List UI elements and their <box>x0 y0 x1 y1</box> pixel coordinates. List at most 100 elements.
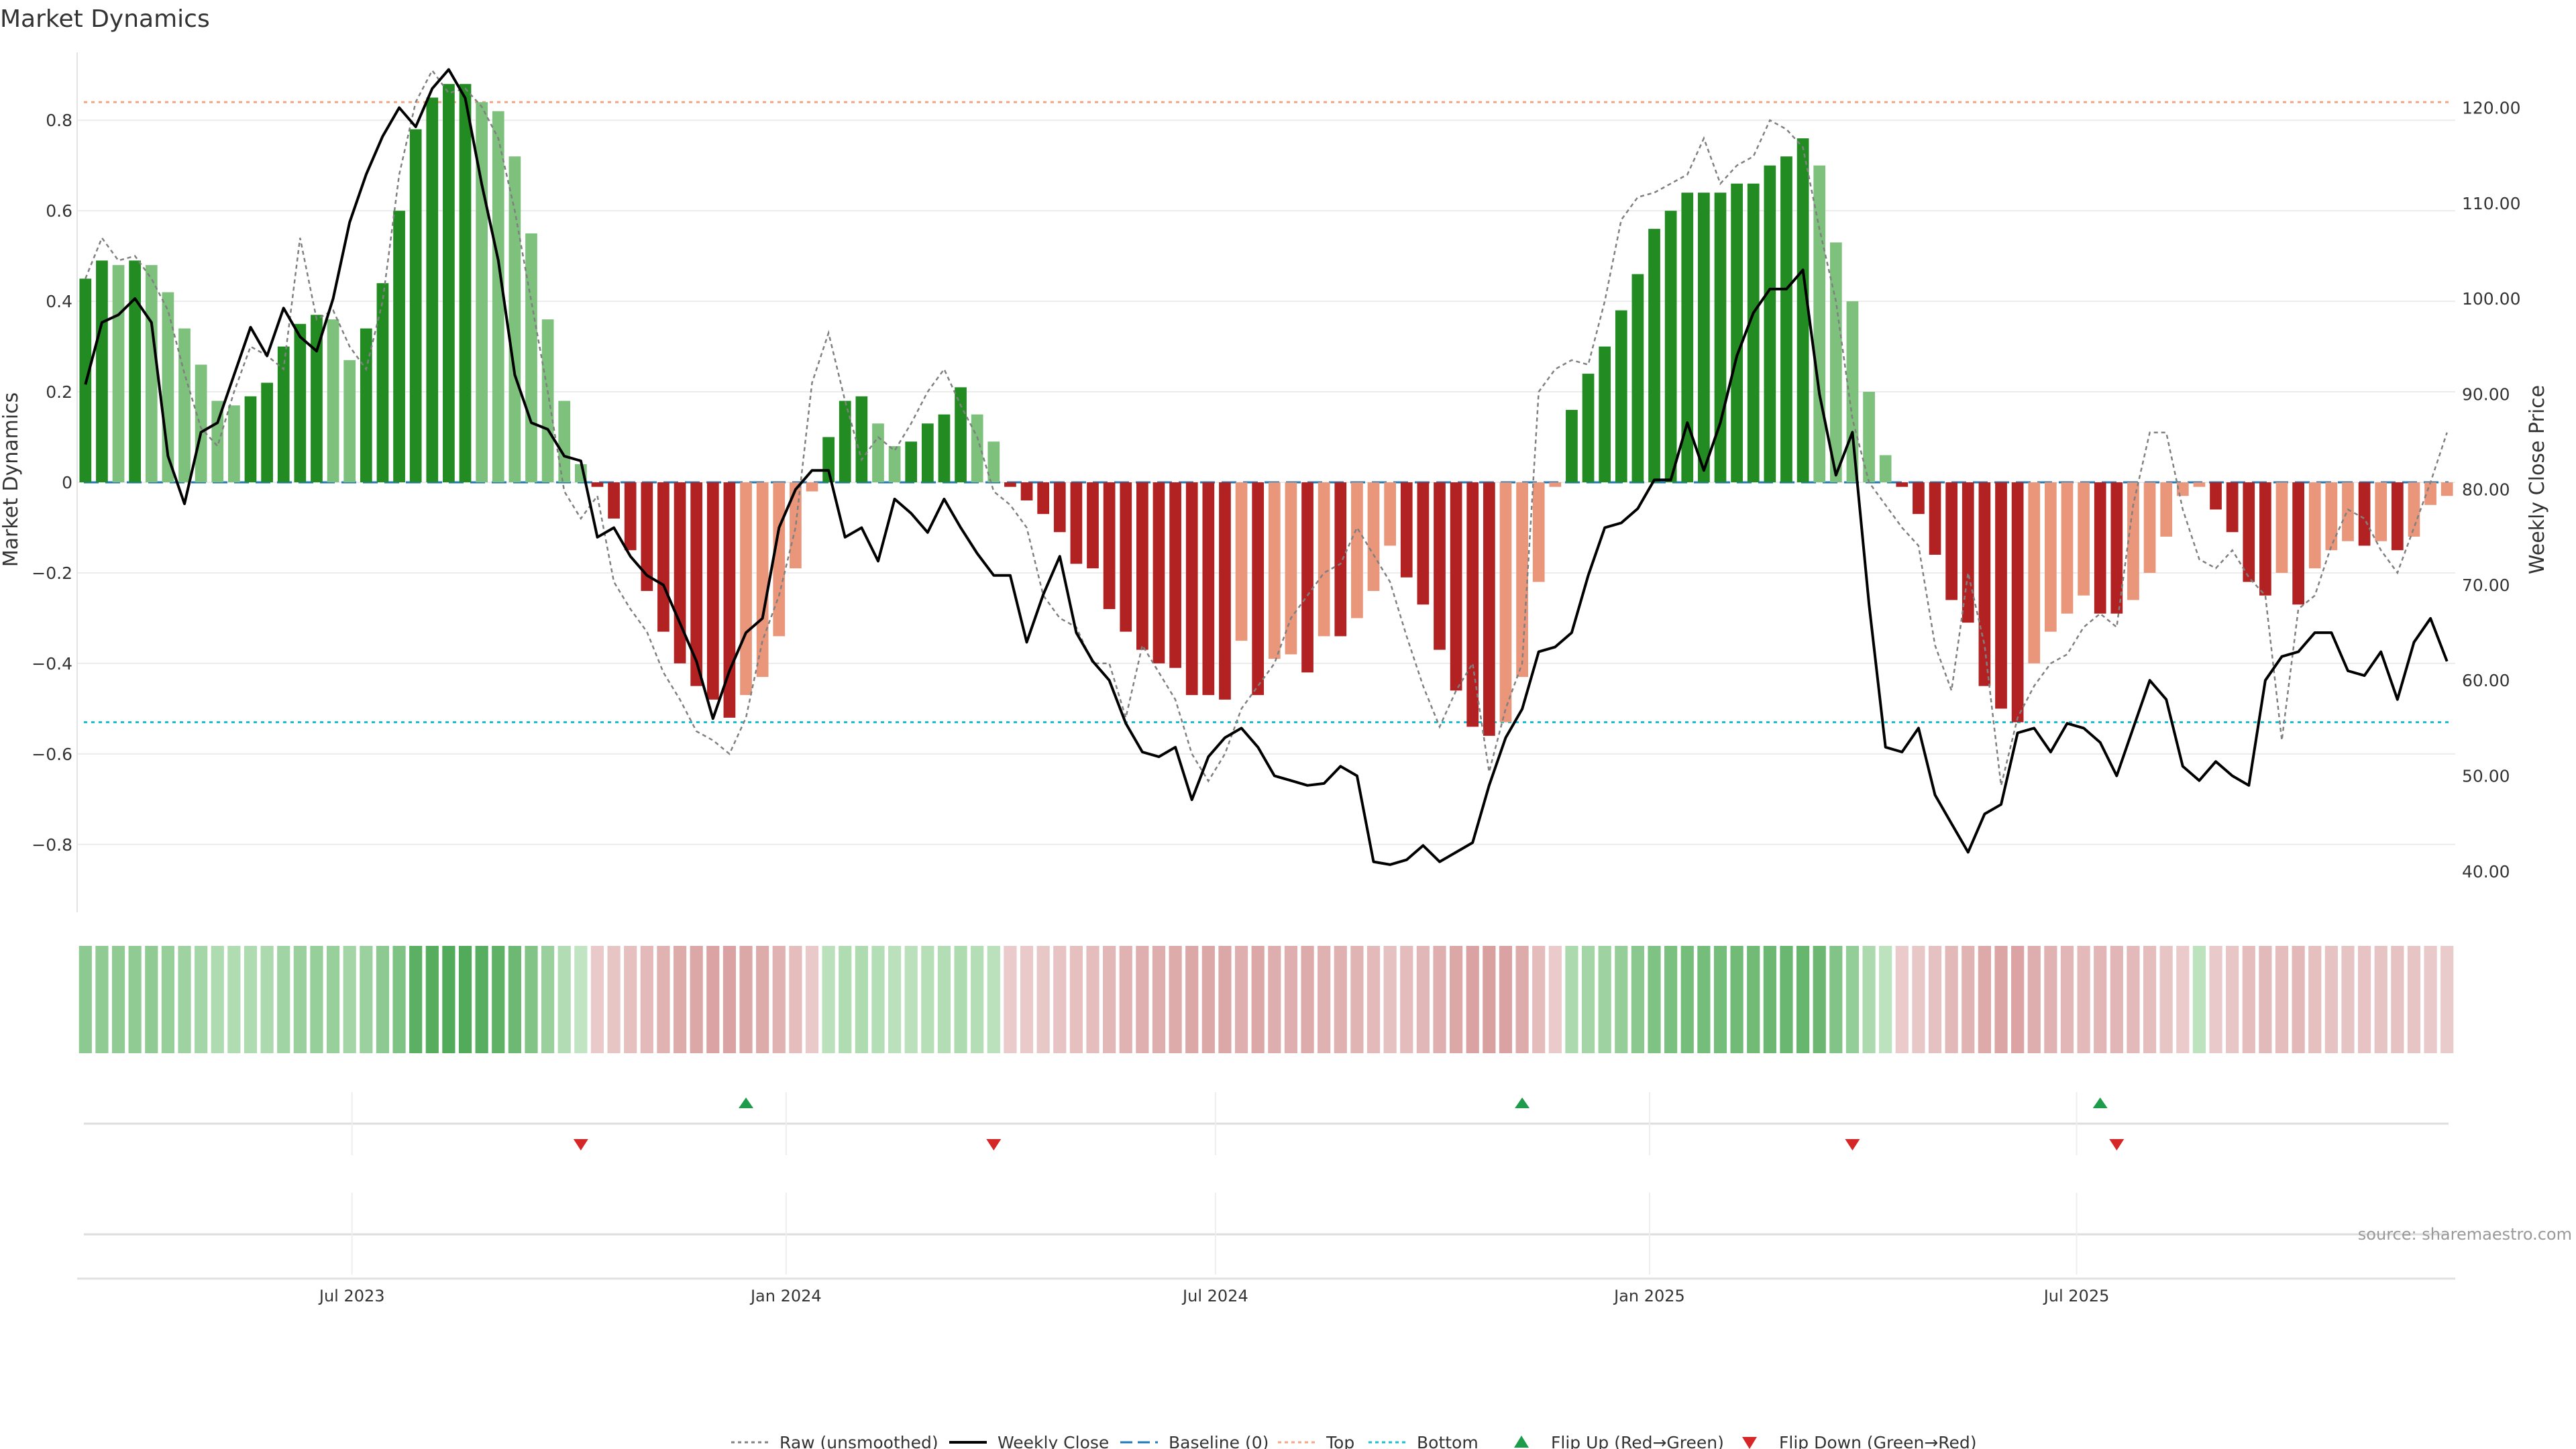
regime-cell <box>2011 946 2025 1053</box>
regime-cell <box>1234 946 1248 1053</box>
market-dynamics-bar <box>1400 482 1413 578</box>
regime-cell <box>1201 946 1215 1053</box>
regime-cell <box>1928 946 1942 1053</box>
market-dynamics-bar <box>244 396 257 482</box>
regime-cell <box>2440 946 2454 1053</box>
market-dynamics-bar <box>591 482 604 487</box>
regime-cell <box>1036 946 1050 1053</box>
regime-cell <box>904 946 918 1053</box>
regime-cell <box>1400 946 1413 1053</box>
market-dynamics-bar <box>740 482 752 696</box>
regime-cell <box>1020 946 1034 1053</box>
market-dynamics-bar <box>1268 482 1281 659</box>
regime-cell <box>871 946 885 1053</box>
regime-cell <box>2341 946 2355 1053</box>
regime-cell <box>277 946 290 1053</box>
regime-cell <box>822 946 835 1053</box>
market-dynamics-bar <box>971 414 983 482</box>
market-dynamics-bar <box>1285 482 1297 655</box>
source-credit: source: sharemaestro.com <box>2358 1225 2572 1244</box>
regime-cell <box>888 946 902 1053</box>
market-dynamics-bar <box>690 482 703 686</box>
regime-cell <box>855 946 868 1053</box>
market-dynamics-bar <box>773 482 786 637</box>
regime-cell <box>475 946 488 1053</box>
regime-cell <box>2192 946 2206 1053</box>
left-y-tick-label: 0.2 <box>46 382 72 402</box>
regime-cell <box>1268 946 1281 1053</box>
regime-cell <box>211 946 224 1053</box>
regime-cell <box>195 946 208 1053</box>
regime-cell <box>1631 946 1645 1053</box>
market-dynamics-bar <box>2210 482 2222 510</box>
market-dynamics-bar <box>1714 193 1727 482</box>
regime-cell <box>1433 946 1446 1053</box>
market-dynamics-bar <box>1202 482 1215 696</box>
market-dynamics-bar <box>1698 193 1710 482</box>
right-y-tick-label: 110.00 <box>2462 194 2520 213</box>
regime-cell <box>128 946 142 1053</box>
regime-cell <box>772 946 786 1053</box>
market-dynamics-bar <box>1615 310 1627 482</box>
market-dynamics-bar <box>178 328 191 482</box>
right-y-axis-label: Weekly Close Price <box>2526 385 2549 574</box>
regime-cell <box>326 946 340 1053</box>
market-dynamics-bar <box>2160 482 2173 537</box>
legend-label: Bottom <box>1417 1433 1479 1449</box>
left-y-tick-label: 0.8 <box>46 111 72 130</box>
regime-cell <box>360 946 373 1053</box>
regime-cell <box>1548 946 1562 1053</box>
market-dynamics-bar <box>921 423 934 482</box>
flip-down-marker <box>2109 1139 2125 1150</box>
regime-cell <box>789 946 802 1053</box>
regime-cell <box>1862 946 1876 1053</box>
regime-cell <box>1152 946 1166 1053</box>
regime-cell <box>2044 946 2057 1053</box>
market-dynamics-bar <box>1599 346 1611 482</box>
regime-cell <box>673 946 687 1053</box>
flip-up-marker <box>1515 1097 1530 1108</box>
regime-cell <box>921 946 934 1053</box>
market-dynamics-bar <box>723 482 736 718</box>
right-y-tick-label: 80.00 <box>2462 480 2510 500</box>
market-dynamics-bar <box>443 84 455 483</box>
regime-cell <box>293 946 307 1053</box>
legend-label: Raw (unsmoothed) <box>780 1433 938 1449</box>
market-dynamics-bar <box>1367 482 1380 591</box>
market-dynamics-bar <box>376 283 389 482</box>
market-dynamics-bar <box>1152 482 1165 663</box>
regime-cell <box>2226 946 2239 1053</box>
regime-cell <box>1845 946 1860 1053</box>
regime-cell <box>1416 946 1430 1053</box>
regime-cell <box>425 946 439 1053</box>
market-dynamics-bar <box>261 382 273 482</box>
empty-sub-panel <box>77 1233 2455 1280</box>
market-dynamics-bar <box>1648 229 1660 482</box>
regime-cell <box>2374 946 2387 1053</box>
market-dynamics-bar <box>2424 482 2436 505</box>
market-dynamics-bar <box>129 260 142 482</box>
regime-cell <box>2127 946 2140 1053</box>
regime-cell <box>2357 946 2371 1053</box>
market-dynamics-bar <box>2127 482 2139 600</box>
flip-down-marker <box>573 1139 588 1150</box>
regime-cell <box>2391 946 2404 1053</box>
regime-cell <box>1829 946 1843 1053</box>
market-dynamics-bar <box>2358 482 2371 546</box>
regime-cell <box>739 946 753 1053</box>
regime-cell <box>1780 946 1793 1053</box>
regime-cell <box>937 946 951 1053</box>
regime-cell <box>392 946 406 1053</box>
market-dynamics-bar <box>96 260 108 482</box>
regime-cell <box>343 946 356 1053</box>
market-dynamics-bar <box>541 319 554 482</box>
flip-signal-panel <box>84 1097 2449 1150</box>
regime-cell <box>1796 946 1810 1053</box>
regime-cell <box>310 946 323 1053</box>
regime-cell <box>1499 946 1513 1053</box>
market-dynamics-bar <box>1780 156 1792 483</box>
regime-cell <box>1069 946 1083 1053</box>
legend-flip-up-icon <box>1514 1436 1529 1448</box>
regime-cell <box>1648 946 1661 1053</box>
